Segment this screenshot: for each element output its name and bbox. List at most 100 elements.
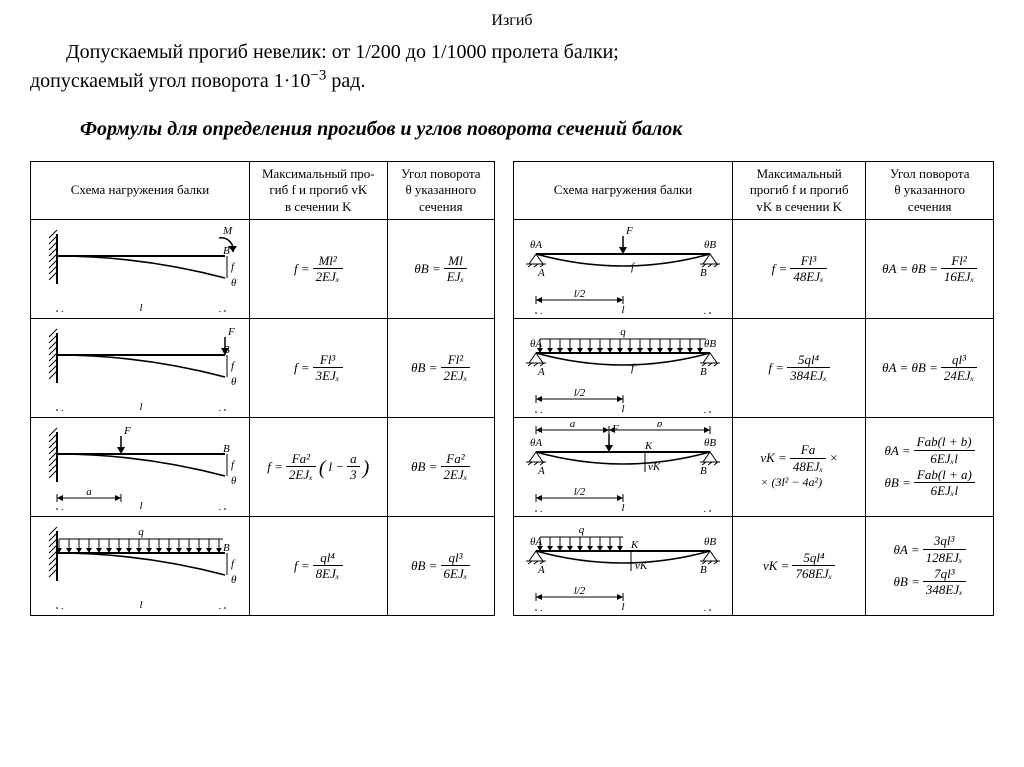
- right-h3: Угол поворотаθ указанного сечения: [866, 162, 994, 220]
- svg-text:l: l: [139, 302, 142, 312]
- svg-text:B: B: [700, 564, 707, 576]
- left-theta-0: θB = MlEJₓ: [387, 219, 494, 318]
- svg-text:l: l: [139, 599, 142, 609]
- svg-text:B: B: [700, 267, 707, 279]
- svg-text:q: q: [138, 526, 144, 538]
- h3a2: Угол поворота: [890, 166, 970, 181]
- svg-text:θB: θB: [704, 437, 716, 449]
- right-theta-3: θA = 3ql³128EJₓθB = 7ql³348EJₓ: [866, 516, 994, 615]
- svg-text:l: l: [621, 403, 624, 413]
- left-h3: Угол поворотаθ указанногосечения: [387, 162, 494, 220]
- h3b2: θ указанного: [894, 182, 965, 197]
- h2c2: vK в сечении K: [756, 199, 842, 214]
- svg-text:f: f: [231, 459, 236, 471]
- svg-text:f: f: [231, 261, 236, 273]
- h2b2: прогиб f и прогиб: [750, 182, 849, 197]
- intro-1e: пролета балки;: [487, 41, 619, 63]
- svg-text:θB: θB: [704, 338, 716, 350]
- svg-text:A: A: [537, 267, 545, 279]
- left-diagram-3: qBfθl: [31, 516, 250, 615]
- svg-text:l/2: l/2: [574, 585, 586, 597]
- svg-text:l/2: l/2: [574, 486, 586, 498]
- right-theta-1: θA = θB = ql³24EJₓ: [866, 318, 994, 417]
- h2b: гиб f и прогиб vK: [269, 182, 367, 197]
- intro-1d: 1/1000: [431, 41, 487, 63]
- svg-text:A: A: [537, 366, 545, 378]
- svg-text:F: F: [123, 425, 131, 437]
- svg-text:q: q: [620, 326, 626, 338]
- svg-text:f: f: [231, 558, 236, 570]
- intro-1b: 1/200: [355, 41, 401, 63]
- svg-text:K: K: [644, 440, 653, 452]
- left-diagram-0: MBfθ l: [31, 219, 250, 318]
- left-diagram-2: FaBfθl: [31, 417, 250, 516]
- svg-text:A: A: [537, 564, 545, 576]
- svg-text:b: b: [657, 422, 663, 430]
- svg-text:vK: vK: [635, 560, 648, 572]
- intro-1c: до: [401, 41, 431, 63]
- svg-text:l: l: [139, 500, 142, 510]
- intro-2sup: −3: [310, 67, 326, 83]
- left-f-2: f = Fa²2EJₓ (l − a3): [250, 417, 388, 516]
- svg-text:l/2: l/2: [574, 288, 586, 300]
- left-theta-2: θB = Fa²2EJₓ: [387, 417, 494, 516]
- svg-text:l: l: [621, 601, 624, 611]
- left-f-3: f = ql⁴8EJₓ: [250, 516, 388, 615]
- left-theta-1: θB = Fl²2EJₓ: [387, 318, 494, 417]
- intro-2a: допускаемый угол поворота: [30, 70, 274, 92]
- intro-text: Допускаемый прогиб невелик: от 1/200 до …: [30, 38, 994, 96]
- svg-text:θ: θ: [231, 574, 237, 586]
- left-h2: Максимальный про-гиб f и прогиб vK в сече…: [250, 162, 388, 220]
- left-h1: Схема нагружения балки: [31, 162, 250, 220]
- svg-text:θ: θ: [231, 376, 237, 388]
- svg-text:f: f: [631, 261, 636, 273]
- svg-text:θ: θ: [231, 277, 237, 289]
- right-f-0: f = Fl³48EJₓ: [733, 219, 866, 318]
- left-diagram-1: FBfθl: [31, 318, 250, 417]
- left-table: Схема нагружения балки Максимальный про-…: [30, 161, 495, 616]
- right-diagram-3: θAθBABqKvKl/2l: [514, 516, 733, 615]
- right-theta-2: θA = Fab(l + b)6EJₓlθB = Fab(l + a)6EJₓl: [866, 417, 994, 516]
- right-diagram-0: θAθBABFfl/2l: [514, 219, 733, 318]
- svg-text:B: B: [223, 245, 230, 257]
- svg-text:θ: θ: [231, 475, 237, 487]
- right-f-2: vK = Fa48EJₓ ×× (3l² − 4a²): [733, 417, 866, 516]
- svg-text:θB: θB: [704, 239, 716, 251]
- right-table: Схема нагружения балки Максимальныйпроги…: [513, 161, 994, 616]
- right-f-3: vK = 5ql⁴768EJₓ: [733, 516, 866, 615]
- svg-text:l: l: [621, 502, 624, 512]
- h2a2: Максимальный: [757, 166, 842, 181]
- h3a: Угол поворота: [401, 166, 481, 181]
- svg-text:A: A: [537, 465, 545, 477]
- left-theta-3: θB = ql³6EJₓ: [387, 516, 494, 615]
- svg-text:l: l: [139, 401, 142, 411]
- h2c: в сечении K: [285, 199, 352, 214]
- h2a: Максимальный про-: [262, 166, 375, 181]
- right-h1: Схема нагружения балки: [514, 162, 733, 220]
- right-diagram-2: θAθBABFKvKabl/2l: [514, 417, 733, 516]
- svg-text:M: M: [222, 226, 233, 237]
- right-f-1: f = 5ql⁴384EJₓ: [733, 318, 866, 417]
- svg-text:f: f: [631, 362, 636, 374]
- svg-text:B: B: [700, 366, 707, 378]
- svg-text:F: F: [227, 326, 235, 338]
- subtitle: Формулы для определения прогибов и углов…: [80, 116, 984, 143]
- intro-1a: Допускаемый прогиб невелик: от: [66, 41, 355, 63]
- svg-text:a: a: [570, 422, 576, 430]
- svg-text:l/2: l/2: [574, 387, 586, 399]
- svg-text:F: F: [625, 225, 633, 237]
- svg-text:θB: θB: [704, 536, 716, 548]
- svg-text:q: q: [579, 524, 585, 536]
- svg-text:vK: vK: [648, 461, 661, 473]
- intro-2c: рад.: [326, 70, 365, 92]
- svg-text:a: a: [86, 486, 92, 498]
- h3c2: сечения: [908, 199, 952, 214]
- left-f-0: f = Ml²2EJₓ: [250, 219, 388, 318]
- svg-text:B: B: [223, 344, 230, 356]
- svg-text:l: l: [621, 304, 624, 314]
- right-h2: Максимальныйпрогиб f и прогиб vK в сечени…: [733, 162, 866, 220]
- intro-2b: 1·10: [274, 70, 311, 92]
- left-f-1: f = Fl³3EJₓ: [250, 318, 388, 417]
- svg-text:θA: θA: [530, 437, 542, 449]
- svg-text:B: B: [700, 465, 707, 477]
